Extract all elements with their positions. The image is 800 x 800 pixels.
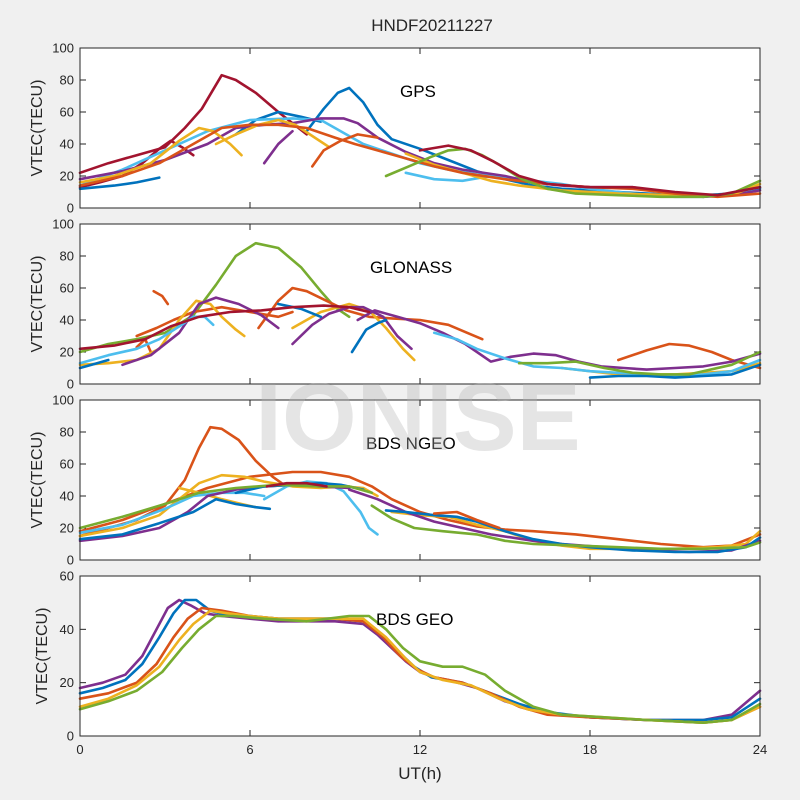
panel-2-series-19 (78, 304, 371, 351)
panel-4-ytick-label-0: 0 (67, 729, 74, 744)
panel-2-series-group (78, 241, 762, 379)
panel-3-label: BDS NGEO (366, 434, 456, 453)
panel-3: 0 20 40 60 80 100 BDS NGEO VTEC(TECU) (29, 393, 762, 568)
panel-1-series-10 (78, 126, 243, 184)
figure-title: HNDF20211227 (371, 16, 493, 35)
panel-3-series-10 (78, 497, 272, 541)
panel-2-series-18 (588, 363, 762, 379)
panel-3-ytick-label-1: 20 (60, 521, 74, 536)
panel-2-series-17 (350, 318, 388, 354)
panel-2-ytick-label-1: 20 (60, 345, 74, 360)
panel-2-series-12 (356, 309, 762, 371)
panel-2-axes-frame (79, 223, 761, 385)
panel-3-series-14 (370, 504, 762, 551)
panel-1-ytick-label-1: 20 (60, 169, 74, 184)
panel-3-ytick-label-2: 40 (60, 489, 74, 504)
panel-4-xlabel: UT(h) (398, 764, 441, 783)
panel-1-label: GPS (400, 82, 436, 101)
panel-1-series-9 (262, 129, 294, 165)
panel-2-label: GLONASS (370, 258, 452, 277)
panel-4-series-group (78, 598, 762, 725)
panel-1-ytick-label-0: 0 (67, 201, 74, 216)
panel-2-ytick-label-5: 100 (52, 217, 74, 232)
panel-2-ytick-label-2: 40 (60, 313, 74, 328)
panel-4-plot-area (80, 576, 760, 736)
panel-1-series-14 (310, 133, 379, 168)
panel-1-ytick-label-4: 80 (60, 73, 74, 88)
panel-1-plot-area (80, 48, 760, 208)
panel-2-ytick-label-3: 60 (60, 281, 74, 296)
panel-1-ytick-label-2: 40 (60, 137, 74, 152)
panel-2-plot-area (80, 224, 760, 384)
panel-4: 0 20 40 60 0 6 12 18 24 BDS GEO VTEC(TECU) UT(h) (34, 569, 767, 784)
panel-3-axes-frame (79, 399, 761, 561)
panel-1-series-7 (404, 171, 493, 183)
panel-2-series-6 (616, 342, 762, 370)
panel-2-series-11 (291, 305, 413, 351)
panel-1-series-group (78, 73, 762, 199)
panel-4-axes-frame (79, 575, 761, 737)
panel-4-ytick-label-3: 60 (60, 569, 74, 584)
panel-2-series-2 (135, 305, 294, 338)
watermark: IONISE (255, 364, 580, 471)
panel-3-ytick-label-3: 60 (60, 457, 74, 472)
panel-1-series-15 (384, 147, 762, 199)
panel-3-series-13 (78, 483, 374, 530)
panel-3-series-group (78, 425, 762, 554)
panel-4-ylabel: VTEC(TECU) (34, 608, 51, 705)
panel-3-plot-area (80, 400, 760, 560)
panel-2-series-4 (152, 289, 170, 306)
panel-4-ytick-label-2: 40 (60, 622, 74, 637)
panel-3-series-16 (432, 510, 501, 530)
panel-2-series-20 (517, 350, 762, 376)
panel-2-series-16 (276, 302, 323, 319)
panel-2-ylabel: VTEC(TECU) (29, 256, 46, 353)
panel-2-series-14 (432, 331, 762, 378)
panel-2-series-5 (257, 286, 484, 341)
panel-3-series-12 (384, 509, 762, 554)
panel-4-xtick-label-2: 12 (413, 742, 427, 757)
panel-3-series-15 (265, 481, 328, 488)
panel-2-ytick-label-0: 0 (67, 377, 74, 392)
panel-1-ytick-label-5: 100 (52, 41, 74, 56)
panel-3-series-2 (78, 470, 762, 549)
panel-2-series-1 (78, 241, 351, 354)
panel-2-ytick-label-4: 80 (60, 249, 74, 264)
panel-1-series-11 (214, 118, 331, 149)
panel-3-ytick-label-5: 100 (52, 393, 74, 408)
subplot-panels: 020406080100GPSVTEC(TECU)020406080100GLO… (29, 41, 767, 784)
panel-4-label: BDS GEO (376, 610, 453, 629)
panel-1-series-1 (78, 73, 309, 175)
panel-4-xtick-label-0: 0 (76, 742, 83, 757)
panel-1-series-16 (418, 144, 762, 197)
panel-4-xtick-label-1: 6 (246, 742, 253, 757)
panel-1-series-3 (78, 176, 161, 191)
panel-4-series-5 (78, 614, 762, 725)
panel-3-ylabel: VTEC(TECU) (29, 432, 46, 529)
panel-3-ytick-label-4: 80 (60, 425, 74, 440)
panel-4-ytick-label-1: 20 (60, 675, 74, 690)
panel-2-series-10 (121, 296, 280, 367)
panel-1-ylabel: VTEC(TECU) (29, 80, 46, 177)
panel-2: 0 20 40 60 80 100 GLONASS VTEC(TECU) (29, 217, 762, 392)
panel-2-series-7 (78, 299, 246, 367)
panel-4-xtick-label-4: 24 (753, 742, 767, 757)
panel-1: 0 20 40 60 80 100 GPS VTEC(TECU) (29, 41, 762, 216)
panel-1-axes-frame (79, 47, 761, 209)
panel-4-xtick-label-3: 18 (583, 742, 597, 757)
panel-2-series-15 (78, 358, 110, 370)
panel-3-ytick-label-0: 0 (67, 553, 74, 568)
panel-1-ytick-label-3: 60 (60, 105, 74, 120)
